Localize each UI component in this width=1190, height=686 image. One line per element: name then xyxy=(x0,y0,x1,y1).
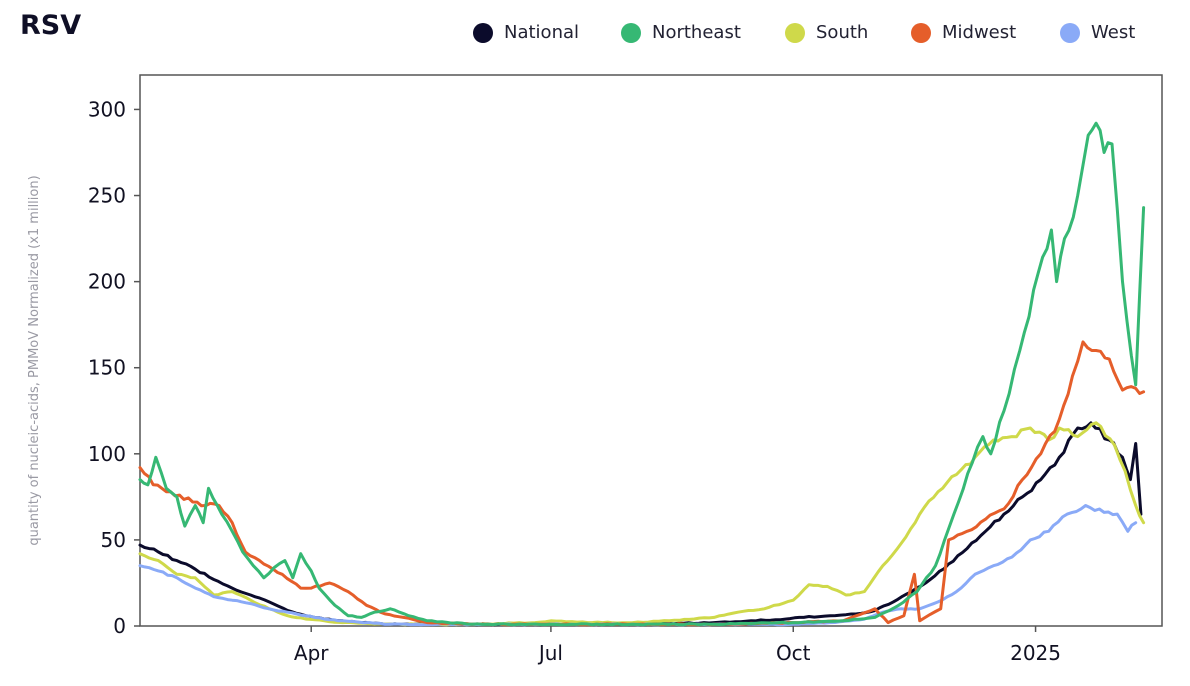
legend-item-national[interactable]: National xyxy=(473,22,579,43)
y-axis-label: quantity of nucleic-acids, PMMoV Normali… xyxy=(27,175,42,545)
legend-swatch-national xyxy=(473,22,493,43)
legend-swatch-northeast xyxy=(621,22,641,43)
legend-label-national: National xyxy=(504,22,580,43)
legend: National Northeast South Midwest West xyxy=(0,22,1190,52)
y-tick-label: 100 xyxy=(88,442,126,466)
y-tick-label: 200 xyxy=(88,270,126,294)
legend-swatch-midwest xyxy=(911,22,931,43)
series-line-northeast xyxy=(138,121,1146,627)
series-line-south xyxy=(138,421,1146,627)
legend-swatch-south xyxy=(785,22,805,43)
legend-label-northeast: Northeast xyxy=(652,22,741,43)
series-line-midwest xyxy=(138,340,1146,627)
legend-item-south[interactable]: South xyxy=(785,22,868,43)
chart-title: RSV xyxy=(20,10,82,41)
legend-label-midwest: Midwest xyxy=(942,22,1017,43)
legend-label-south: South xyxy=(816,22,869,43)
y-tick-label: 250 xyxy=(88,184,126,208)
legend-label-west: West xyxy=(1091,22,1136,43)
y-tick-label: 150 xyxy=(88,356,126,380)
legend-swatch-west xyxy=(1060,22,1080,43)
x-tick-label: Apr xyxy=(294,641,329,665)
legend-item-northeast[interactable]: Northeast xyxy=(621,22,741,43)
y-tick-label: 50 xyxy=(101,528,126,552)
y-tick-label: 0 xyxy=(113,614,126,638)
plot-frame xyxy=(139,74,1163,627)
x-tick-label: Jul xyxy=(537,641,563,665)
x-tick-label: 2025 xyxy=(1010,641,1061,665)
y-tick-label: 300 xyxy=(88,97,126,121)
legend-item-west[interactable]: West xyxy=(1060,22,1135,43)
series-line-west xyxy=(138,504,1138,627)
legend-item-midwest[interactable]: Midwest xyxy=(911,22,1016,43)
x-tick-label: Oct xyxy=(776,641,811,665)
